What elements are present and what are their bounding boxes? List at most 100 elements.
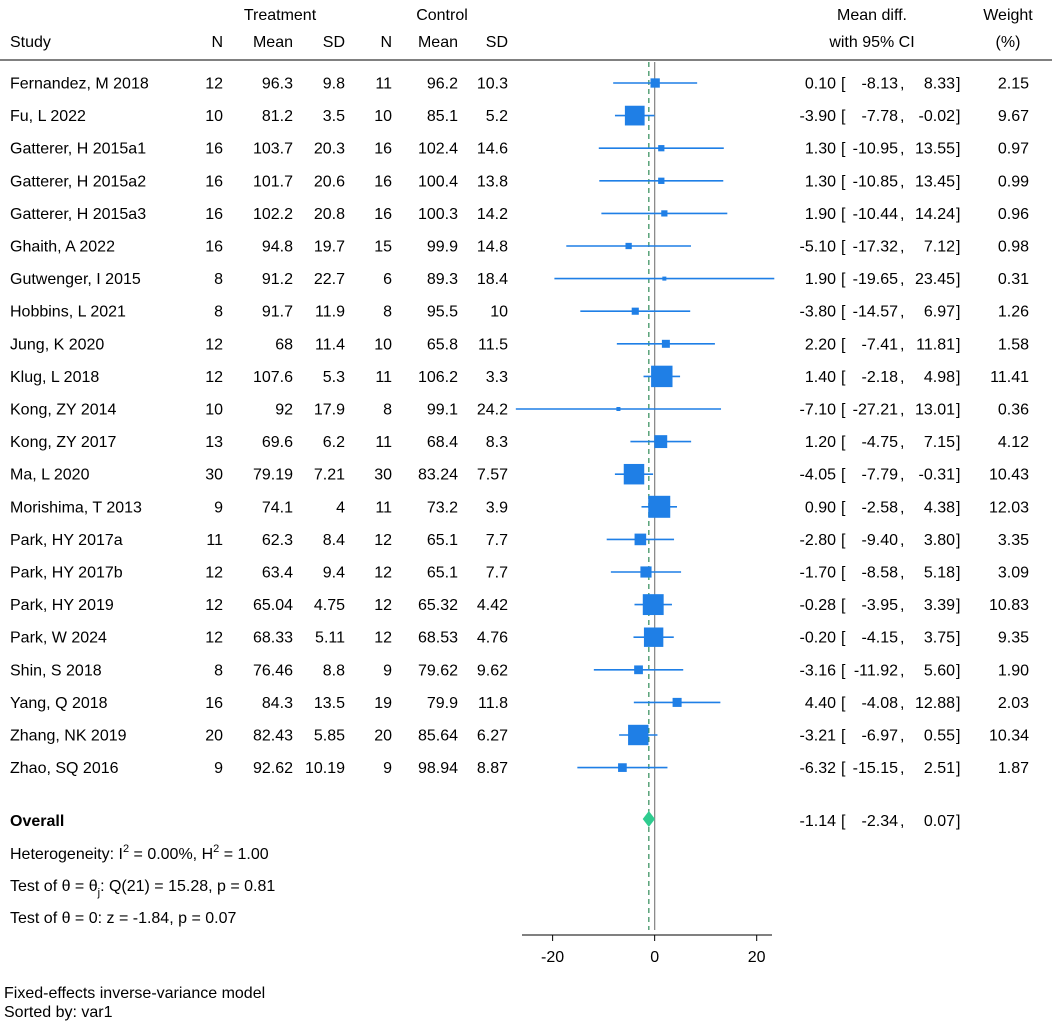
treatment-mean: 91.7: [262, 304, 293, 321]
bracket-open: [: [841, 402, 846, 419]
control-sd: 14.6: [477, 141, 508, 158]
effect-marker: [650, 78, 660, 88]
effect-marker: [631, 307, 639, 315]
comma: ,: [900, 499, 904, 516]
ci-low: -4.15: [862, 630, 899, 647]
treatment-sd: 13.5: [314, 695, 345, 712]
bracket-open: [: [841, 728, 846, 745]
effect-value: -0.28: [800, 597, 837, 614]
bracket-close: ]: [956, 434, 960, 451]
treatment-sd: 10.19: [305, 760, 345, 777]
ci-high: 11.81: [916, 336, 955, 353]
effect-value: -3.90: [800, 108, 837, 125]
ci-low: -27.21: [853, 402, 898, 419]
ci-high: 3.39: [924, 597, 955, 614]
comma: ,: [900, 467, 904, 484]
comma: ,: [900, 402, 904, 419]
comma: ,: [900, 434, 904, 451]
effect-marker: [634, 665, 643, 675]
control-mean: 68.53: [418, 630, 458, 647]
ci-low: -7.79: [862, 467, 899, 484]
treatment-mean: 102.2: [253, 206, 293, 223]
control-sd: 8.3: [486, 434, 508, 451]
overall-z-test: Test of θ = 0: z = -1.84, p = 0.07: [10, 910, 236, 927]
control-n: 11: [375, 369, 392, 386]
treatment-mean: 63.4: [262, 565, 293, 582]
effect-marker: [662, 276, 667, 281]
treatment-n: 12: [205, 369, 223, 386]
control-sd: 7.57: [477, 467, 508, 484]
weight-value: 3.35: [998, 532, 1029, 549]
treatment-sd: 20.8: [314, 206, 345, 223]
ci-high: 5.18: [924, 565, 955, 582]
weight-value: 0.36: [998, 402, 1029, 419]
bracket-close: ]: [956, 173, 960, 190]
study-name: Park, HY 2019: [10, 597, 114, 614]
sort-note: Sorted by: var1: [4, 1004, 113, 1021]
control-sd: 9.62: [477, 662, 508, 679]
effect-marker: [618, 763, 627, 772]
effect-marker: [658, 145, 665, 152]
theta-test-stats: Test of θ = θj: Q(21) = 15.28, p = 0.81: [10, 878, 275, 899]
treatment-mean: 62.3: [262, 532, 293, 549]
ci-high: 4.38: [924, 499, 955, 516]
control-n: 12: [374, 597, 392, 614]
study-name: Kong, ZY 2017: [10, 434, 117, 451]
effect-marker: [648, 495, 671, 518]
overall-bracket-close: ]: [956, 813, 960, 830]
bracket-close: ]: [956, 760, 960, 777]
effect-value: -6.32: [800, 760, 837, 777]
weight-value: 9.35: [998, 630, 1029, 647]
bracket-close: ]: [956, 597, 960, 614]
overall-ci-low: -2.34: [862, 813, 899, 830]
weight-value: 10.43: [989, 467, 1029, 484]
control-n: 16: [374, 141, 392, 158]
control-sd: 7.7: [486, 565, 508, 582]
ci-low: -3.95: [862, 597, 899, 614]
control-n: 6: [383, 271, 392, 288]
weight-value: 10.34: [989, 728, 1029, 745]
study-name: Park, HY 2017a: [10, 532, 123, 549]
control-n: 11: [375, 499, 392, 516]
ci-high: 13.55: [915, 141, 955, 158]
effect-value: -3.16: [800, 662, 837, 679]
control-mean: 96.2: [427, 76, 458, 93]
effect-value: 0.90: [805, 499, 836, 516]
control-mean: 85.64: [418, 728, 458, 745]
control-sd: 7.7: [486, 532, 508, 549]
control-mean: 79.62: [418, 662, 458, 679]
ci-low: -7.41: [862, 336, 899, 353]
ci-low: -10.44: [853, 206, 898, 223]
control-mean: 99.1: [427, 402, 458, 419]
weight-value: 12.03: [989, 499, 1029, 516]
treatment-sd: 9.8: [323, 76, 345, 93]
treatment-n: 30: [205, 467, 223, 484]
treatment-n: 12: [205, 597, 223, 614]
comma: ,: [900, 304, 904, 321]
header-weight-line2: (%): [996, 34, 1021, 51]
bracket-open: [: [841, 271, 846, 288]
control-mean: 65.8: [427, 336, 458, 353]
header-control-sd: SD: [486, 34, 508, 51]
treatment-sd: 9.4: [323, 565, 345, 582]
ci-low: -11.92: [854, 662, 898, 679]
effect-value: -1.70: [800, 565, 837, 582]
control-sd: 6.27: [477, 728, 508, 745]
treatment-mean: 76.46: [253, 662, 293, 679]
study-rows: Fernandez, M 2018 12 96.3 9.8 11 96.2 10.3 0.10…: [10, 76, 1029, 778]
bracket-close: ]: [956, 467, 960, 484]
study-name: Gatterer, H 2015a3: [10, 206, 146, 223]
bracket-close: ]: [956, 76, 960, 93]
treatment-sd: 22.7: [314, 271, 345, 288]
weight-value: 9.67: [998, 108, 1029, 125]
study-name: Hobbins, L 2021: [10, 304, 126, 321]
ci-low: -6.97: [862, 728, 899, 745]
header-control: Control: [416, 7, 468, 24]
bracket-open: [: [841, 336, 846, 353]
study-name: Gatterer, H 2015a2: [10, 173, 146, 190]
treatment-mean: 107.6: [253, 369, 293, 386]
treatment-sd: 17.9: [314, 402, 345, 419]
ci-high: 3.80: [924, 532, 955, 549]
effect-marker: [640, 566, 652, 578]
